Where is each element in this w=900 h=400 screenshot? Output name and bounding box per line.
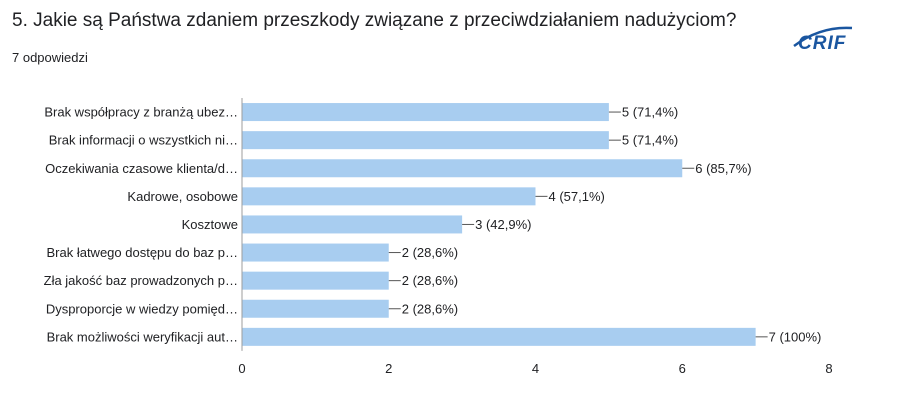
bar (242, 159, 683, 178)
x-tick-label: 6 (679, 361, 686, 376)
crif-logo: CRIF (793, 26, 853, 52)
data-label: 5 (71,4%) (622, 105, 678, 120)
bar (242, 327, 756, 346)
category-label: Kadrowe, osobowe (127, 189, 238, 204)
x-tick-label: 0 (238, 361, 245, 376)
x-tick-label: 8 (825, 361, 832, 376)
category-label: Zła jakość baz prowadzonych p… (44, 273, 238, 288)
x-tick-label: 2 (385, 361, 392, 376)
bar (242, 103, 609, 122)
data-label: 6 (85,7%) (695, 161, 751, 176)
bar (242, 243, 389, 262)
category-label: Oczekiwania czasowe klienta/d… (45, 161, 238, 176)
data-label: 4 (57,1%) (549, 189, 605, 204)
data-label: 7 (100%) (769, 329, 822, 344)
bar (242, 187, 536, 206)
category-label: Brak współpracy z branżą ubez… (44, 105, 238, 120)
bar (242, 299, 389, 318)
data-label: 2 (28,6%) (402, 245, 458, 260)
bar (242, 131, 609, 150)
question-title: 5. Jakie są Państwa zdaniem przeszkody z… (12, 10, 737, 31)
data-label: 3 (42,9%) (475, 217, 531, 232)
category-label: Brak informacji o wszystkich ni… (49, 133, 238, 148)
category-label: Dysproporcje w wiedzy pomięd… (46, 301, 238, 316)
category-label: Brak możliwości weryfikacji aut… (47, 329, 238, 344)
category-label: Brak łatwego dostępu do baz p… (46, 245, 238, 260)
x-tick-label: 4 (532, 361, 539, 376)
bar (242, 271, 389, 290)
bar (242, 215, 463, 234)
data-label: 2 (28,6%) (402, 273, 458, 288)
data-label: 5 (71,4%) (622, 133, 678, 148)
response-count: 7 odpowiedzi (12, 50, 88, 65)
category-label: Kosztowe (182, 217, 238, 232)
logo-text: CRIF (798, 33, 847, 52)
data-label: 2 (28,6%) (402, 301, 458, 316)
